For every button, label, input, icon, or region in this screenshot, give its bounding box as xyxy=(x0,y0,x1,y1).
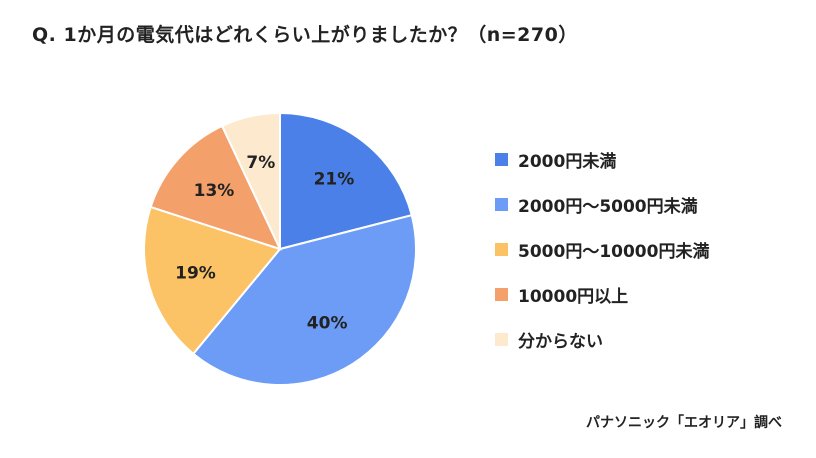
legend-label: 分からない xyxy=(518,331,603,352)
legend-label: 2000円未満 xyxy=(518,151,617,172)
pie-slice xyxy=(279,111,413,251)
legend-swatch xyxy=(495,197,508,211)
pie-slice xyxy=(191,213,417,386)
legend-label: 5000円〜10000円未満 xyxy=(518,241,710,262)
pie-slice xyxy=(143,205,282,356)
legend-label: 10000円以上 xyxy=(518,286,629,307)
source-note: パナソニック「エオリア」調べ xyxy=(586,415,782,431)
legend-label: 2000円〜5000円未満 xyxy=(518,196,698,217)
pie-slice xyxy=(220,111,281,250)
legend-item: 5000円〜10000円未満 xyxy=(495,235,709,263)
slice-value-label: 21% xyxy=(314,169,355,189)
legend-item: 2000円未満 xyxy=(495,145,709,173)
legend-swatch xyxy=(495,287,508,301)
pie-slice xyxy=(149,124,282,251)
chart-title: Q. 1か月の電気代はどれくらい上がりましたか？（n=270） xyxy=(32,24,578,46)
slice-value-label: 19% xyxy=(175,264,216,284)
slice-value-label: 13% xyxy=(194,181,235,201)
legend-item: 10000円以上 xyxy=(495,280,709,308)
slice-value-label: 7% xyxy=(246,153,275,173)
legend: 2000円未満 2000円〜5000円未満 5000円〜10000円未満 10000円… xyxy=(495,145,709,370)
legend-item: 2000円〜5000円未満 xyxy=(495,190,709,218)
legend-swatch xyxy=(495,152,508,166)
legend-swatch xyxy=(495,332,508,346)
legend-item: 分からない xyxy=(495,325,709,353)
pie-slices xyxy=(143,111,417,386)
slice-value-label: 40% xyxy=(307,313,348,333)
pie-slice-labels: 21% 40% 19% 13% 7% xyxy=(175,153,354,333)
legend-swatch xyxy=(495,242,508,256)
